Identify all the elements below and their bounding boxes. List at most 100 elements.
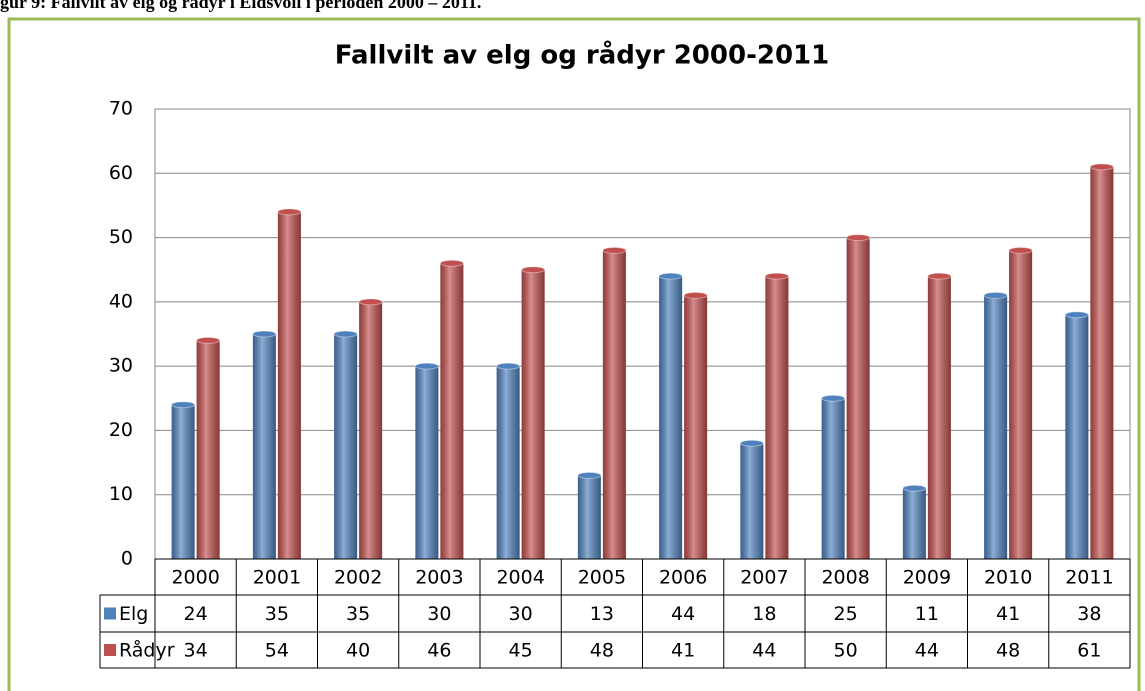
table-value: 35 [265,603,289,625]
bar-cap [171,401,196,409]
bar-cap [658,272,683,280]
table-value: 61 [1077,640,1101,662]
x-tick-label: 2001 [253,567,301,589]
bar-shading [984,295,1008,559]
bar-shading [277,211,301,559]
bar-shading [927,276,951,559]
x-tick-label: 2002 [334,567,382,589]
bar-cap [983,291,1008,299]
y-tick-label: 50 [109,226,133,248]
chart-frame [7,17,1141,691]
bar-cap [333,330,358,338]
bar-cap [358,298,383,306]
bar-shading [765,276,789,559]
table-value: 44 [915,640,939,662]
bar-shading [334,334,358,559]
bar-cap [602,246,627,254]
table-value: 24 [184,603,208,625]
bar-cap [1089,163,1114,171]
caption: gur 9: Fallvilt av elg og rådyr i Eidsvo… [0,0,481,12]
chart-title: Fallvilt av elg og rådyr 2000-2011 [335,39,829,71]
bar-cap [902,484,927,492]
table-value: 25 [834,603,858,625]
table-value: 30 [509,603,533,625]
table-value: 11 [915,603,939,625]
bar-cap [252,330,277,338]
x-tick-label: 2005 [578,567,626,589]
bar-shading [196,340,220,559]
table-value: 30 [427,603,451,625]
table-value: 40 [346,640,370,662]
x-tick-label: 2010 [984,567,1032,589]
bar-shading [1065,314,1089,559]
x-tick-label: 2007 [740,567,788,589]
y-tick-label: 30 [109,355,133,377]
bar-cap [739,439,764,447]
y-tick-label: 20 [109,419,133,441]
bar-cap [927,272,952,280]
bar-shading [171,404,195,559]
table-value: 48 [996,640,1020,662]
y-tick-label: 10 [109,483,133,505]
table-value: 41 [996,603,1020,625]
bar-cap [821,394,846,402]
y-tick-label: 40 [109,290,133,312]
x-tick-label: 2008 [821,567,869,589]
bar-shading [252,334,276,559]
table-value: 48 [590,640,614,662]
bar-cap [439,259,464,267]
bar-cap [846,234,871,242]
y-tick-label: 0 [121,548,133,570]
bar-shading [902,488,926,559]
bar-cap [496,362,521,370]
bar-shading [740,443,764,559]
bar-cap [764,272,789,280]
bar-shading [1090,166,1114,559]
legend-key [104,644,116,656]
x-tick-label: 2006 [659,567,707,589]
table-value: 35 [346,603,370,625]
table-value: 38 [1077,603,1101,625]
table-value: 46 [427,640,451,662]
bar-shading [496,366,520,559]
bar-shading [684,295,708,559]
legend-key [104,607,116,620]
bar-shading [821,398,845,559]
bar-cap [1008,246,1033,254]
y-tick-label: 70 [109,98,133,120]
bar-shading [415,366,439,559]
table-value: 41 [671,640,695,662]
bar-shading [440,263,464,559]
x-tick-label: 2004 [496,567,544,589]
bar-shading [602,250,626,559]
bar-cap [577,471,602,479]
bar-cap [683,291,708,299]
table-value: 45 [509,640,533,662]
bar-shading [846,237,870,560]
table-value: 44 [752,640,776,662]
table-value: 13 [590,603,614,625]
legend-label: Elg [119,603,148,625]
table-value: 50 [834,640,858,662]
bar-cap [414,362,439,370]
bar-shading [659,276,683,559]
x-tick-label: 2000 [171,567,219,589]
bar-cap [1064,311,1089,319]
table-value: 54 [265,640,289,662]
y-tick-label: 60 [109,162,133,184]
x-tick-label: 2003 [415,567,463,589]
bar-shading [359,301,383,559]
table-value: 44 [671,603,695,625]
bar-shading [577,475,601,559]
bar-shading [1009,250,1033,559]
bar-cap [521,266,546,274]
x-tick-label: 2009 [903,567,951,589]
bar-cap [277,208,302,216]
table-value: 18 [752,603,776,625]
bar-cap [196,336,221,344]
table-value: 34 [184,640,208,662]
x-tick-label: 2011 [1065,567,1113,589]
bar-shading [521,269,545,559]
legend-label: Rådyr [119,639,175,662]
